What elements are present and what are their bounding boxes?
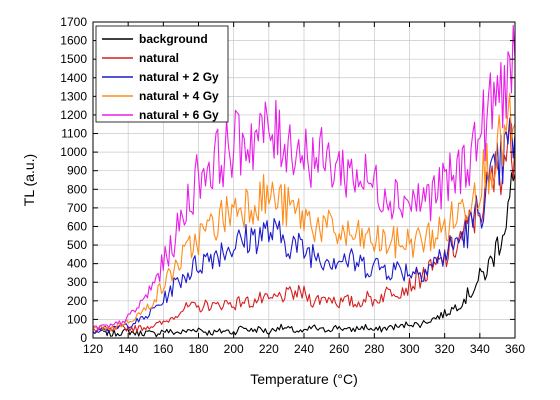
x-tick-label: 220 [259, 342, 279, 356]
y-tick-label: 400 [67, 257, 87, 271]
y-tick-label: 600 [67, 219, 87, 233]
series-line-natural-4-gy [92, 92, 516, 332]
legend-label: natural + 6 Gy [139, 108, 219, 122]
x-tick-label: 340 [470, 342, 490, 356]
x-tick-label: 160 [153, 342, 173, 356]
y-tick-label: 1400 [60, 71, 87, 85]
series-line-natural-2-gy [92, 119, 516, 335]
series-line-natural [92, 117, 516, 333]
legend-box [95, 25, 229, 123]
y-tick-label: 0 [80, 331, 87, 345]
x-tick-label: 180 [188, 342, 208, 356]
y-tick-label: 300 [67, 275, 87, 289]
series-lines [92, 24, 516, 338]
y-tick-label: 1100 [61, 127, 87, 141]
y-tick-label: 700 [67, 201, 87, 215]
y-tick-label: 100 [67, 312, 87, 326]
y-tick-label: 1500 [60, 52, 87, 66]
x-tick-label: 140 [118, 342, 138, 356]
y-tick-label: 1200 [60, 108, 87, 122]
y-tick-label: 500 [67, 238, 87, 252]
series-line-natural-6-gy [92, 24, 516, 331]
x-tick-label: 300 [399, 342, 419, 356]
y-tick-label: 200 [67, 294, 87, 308]
series-line-background [92, 172, 516, 338]
x-tick-label: 360 [505, 342, 525, 356]
x-tick-label: 120 [83, 342, 103, 356]
legend-label: natural + 4 Gy [139, 89, 219, 103]
axis-ticks [92, 21, 516, 339]
legend: background natural natural + 2 Gy natural +… [95, 25, 229, 123]
x-tick-label: 200 [224, 342, 244, 356]
y-tick-labels: 0 100 200 300 400 500 600 700 800 900 1000 1100 1200… [60, 15, 87, 345]
y-tick-label: 1000 [60, 145, 87, 159]
x-tick-label: 260 [329, 342, 349, 356]
y-tick-label: 1300 [60, 89, 87, 103]
y-tick-label: 1700 [60, 15, 87, 29]
grid-lines [93, 22, 515, 338]
legend-label: natural + 2 Gy [139, 70, 219, 84]
x-axis-title: Temperature (°C) [250, 371, 358, 387]
y-tick-label: 800 [67, 182, 87, 196]
x-tick-label: 280 [364, 342, 384, 356]
y-tick-label: 1600 [60, 34, 87, 48]
y-axis-title: TL (a.u.) [21, 154, 37, 206]
legend-label: natural [139, 51, 179, 65]
x-tick-label: 240 [294, 342, 314, 356]
legend-label: background [139, 32, 208, 46]
x-tick-label: 320 [435, 342, 455, 356]
y-tick-label: 900 [67, 164, 87, 178]
x-tick-labels: 120 140 160 180 200 220 240 260 280 300 320 340 360 [83, 342, 525, 356]
